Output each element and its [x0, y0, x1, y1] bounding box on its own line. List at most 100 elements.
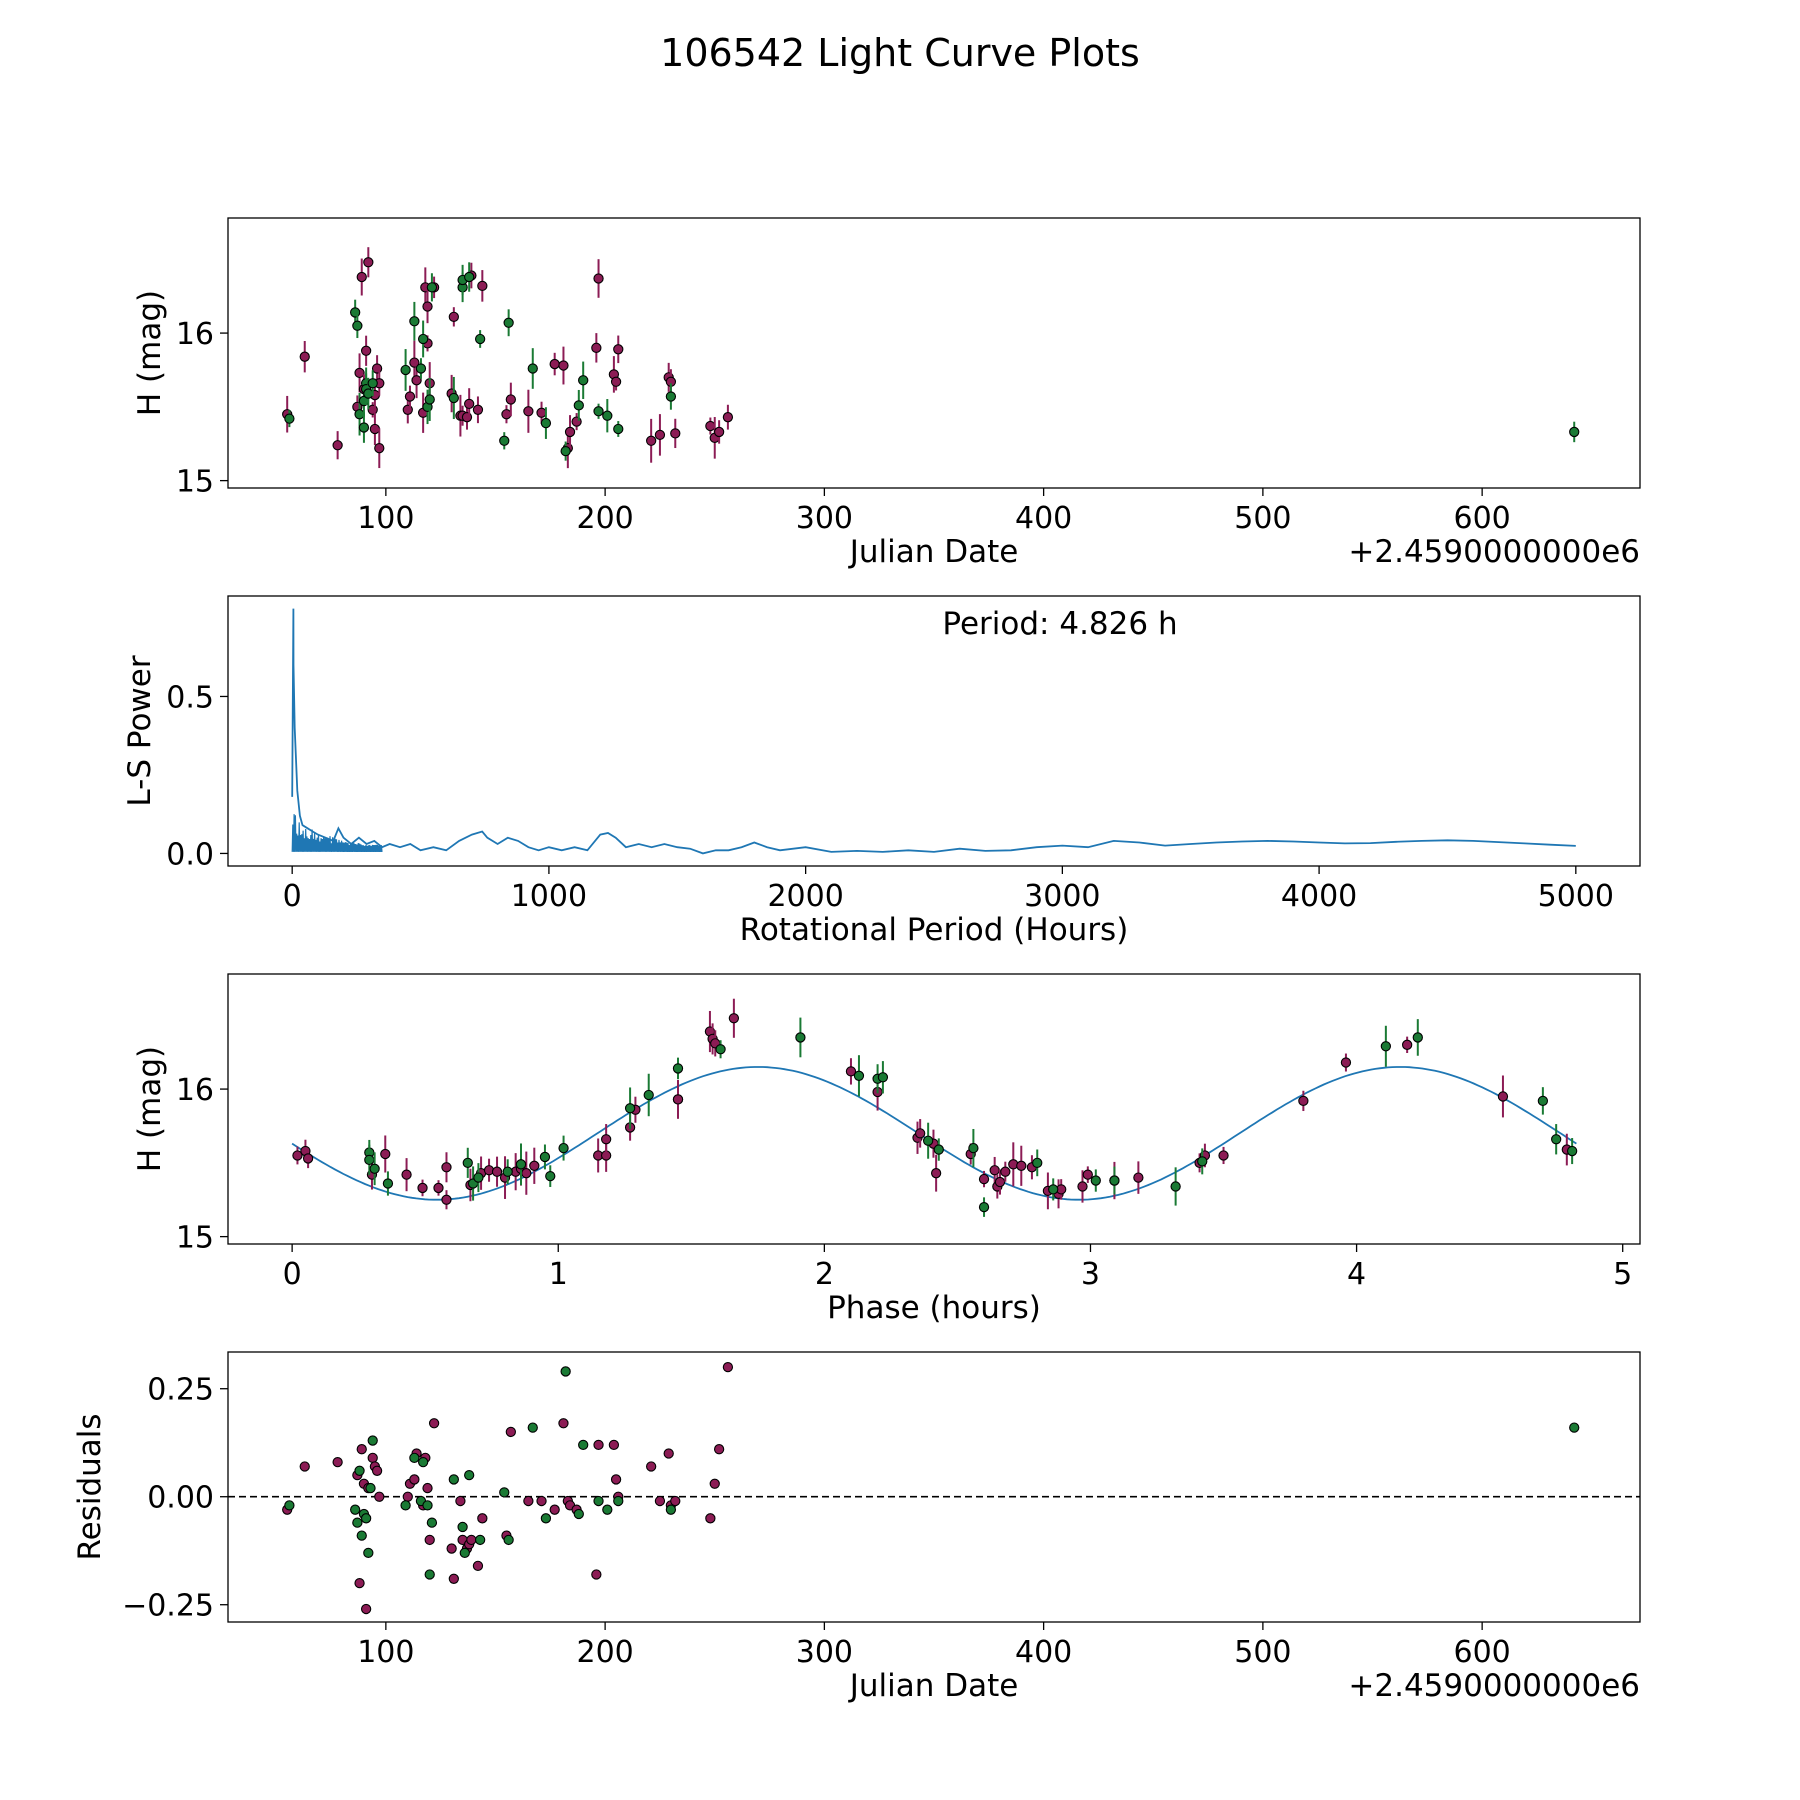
data-point-magenta: [332, 440, 343, 451]
x-tick-label: 0: [283, 879, 302, 914]
data-point-magenta: [978, 1173, 990, 1185]
data-point-green: [795, 1032, 806, 1043]
data-point-green: [593, 1495, 604, 1507]
data-point-green: [933, 1144, 944, 1155]
data-point-magenta: [558, 1418, 569, 1429]
data-point-green: [922, 1135, 934, 1146]
panel-phase-ylabel: H (mag): [132, 1046, 168, 1172]
data-point-magenta: [613, 344, 624, 355]
data-point-magenta: [1016, 1160, 1027, 1171]
data-point-magenta: [529, 1160, 540, 1171]
data-point-magenta: [422, 301, 433, 312]
data-point-green: [560, 1366, 571, 1377]
data-point-magenta: [713, 1444, 725, 1455]
data-point-green: [417, 1457, 429, 1468]
x-tick-label: 2: [815, 1257, 834, 1292]
data-point-green: [665, 391, 677, 402]
data-point-magenta: [363, 257, 374, 268]
data-point-magenta: [521, 1168, 532, 1179]
data-point-magenta: [1082, 1169, 1093, 1180]
data-point-green: [1109, 1175, 1120, 1186]
data-point-green: [422, 1500, 433, 1511]
data-point-magenta: [491, 1166, 503, 1177]
data-point-green: [424, 394, 435, 405]
data-point-magenta: [441, 1194, 452, 1205]
data-point-magenta: [466, 1534, 477, 1546]
x-tick-label: 1000: [511, 879, 587, 914]
data-point-magenta: [705, 1513, 716, 1524]
data-point-green: [358, 422, 370, 433]
panel-lightcurve-ylabel: H (mag): [132, 290, 168, 416]
data-point-green: [409, 1452, 420, 1463]
data-point-magenta: [371, 1465, 383, 1476]
x-tick-label: 100: [357, 1635, 414, 1670]
data-point-green: [363, 1547, 374, 1559]
y-tick-label: 0.0: [166, 837, 214, 872]
panel-lightcurve-frame: [227, 217, 1641, 489]
data-point-green: [1569, 1422, 1580, 1433]
data-point-magenta: [646, 435, 657, 446]
panel-periodogram-xticks: 0 1000 2000 3000 4000 5000: [283, 866, 1614, 914]
x-tick-label: 200: [576, 501, 633, 536]
data-point-magenta: [501, 409, 512, 420]
data-point-magenta: [705, 420, 716, 432]
y-tick-label: 0.5: [166, 680, 214, 715]
data-point-green: [1569, 426, 1580, 438]
data-point-magenta: [672, 1094, 684, 1105]
data-point-green: [573, 400, 584, 411]
data-point-magenta: [505, 1426, 516, 1438]
data-point-magenta: [549, 1504, 560, 1515]
panel-phase-xticks: 0 1 2 3 4 5: [283, 1244, 1632, 1292]
data-point-green: [363, 388, 374, 399]
data-point-magenta: [670, 1495, 681, 1507]
data-point-magenta: [374, 443, 385, 454]
panel-residuals-marks: [228, 1361, 1640, 1615]
data-point-magenta: [332, 1457, 343, 1468]
data-point-magenta: [448, 311, 459, 323]
data-point-magenta: [728, 1013, 740, 1024]
data-point-green: [426, 1517, 438, 1528]
data-point-magenta: [299, 351, 310, 362]
data-point-green: [350, 307, 361, 318]
data-point-magenta: [713, 426, 725, 438]
panel-residuals-ylabel: Residuals: [72, 1413, 108, 1560]
panel-periodogram: 0 1000 2000 3000 4000 5000 0.0 0.5 Period: 4.8…: [122, 595, 1641, 948]
data-point-magenta: [461, 412, 473, 423]
data-point-green: [415, 363, 427, 374]
panel-residuals-xticks: 100 200 300 400 500 600: [357, 1622, 1511, 1670]
data-point-green: [464, 271, 475, 283]
panel-periodogram-yticks: 0.0 0.5: [166, 680, 228, 872]
data-point-magenta: [356, 271, 367, 283]
panel-phase-xlabel: Phase (hours): [827, 1290, 1041, 1326]
figure-title: 106542 Light Curve Plots: [660, 31, 1140, 75]
data-point-green: [1551, 1134, 1562, 1145]
x-tick-label: 0: [283, 1257, 302, 1292]
data-point-green: [1170, 1181, 1181, 1192]
data-point-magenta: [354, 1577, 365, 1589]
data-point-green: [602, 410, 613, 421]
x-tick-label: 100: [357, 501, 414, 536]
data-point-green: [1090, 1175, 1101, 1186]
data-point-magenta: [356, 1444, 367, 1455]
panel-residuals-yticks: −0.25 0.00 0.25: [122, 1373, 228, 1624]
data-point-green: [613, 423, 624, 435]
panel-residuals: 100 200 300 400 500 600 −0.25 0.00 0.25 Julian …: [72, 1351, 1641, 1704]
x-tick-label: 600: [1454, 1635, 1511, 1670]
data-point-green: [400, 1500, 411, 1511]
panel-lightcurve-xticks: 100 200 300 400 500 600: [357, 488, 1511, 536]
data-point-green: [1537, 1095, 1549, 1107]
data-point-green: [593, 406, 604, 417]
panel-periodogram-frame: [227, 595, 1641, 867]
data-point-green: [503, 317, 514, 328]
x-tick-label: 500: [1234, 501, 1291, 536]
data-point-magenta: [402, 1491, 413, 1502]
data-point-magenta: [1298, 1095, 1309, 1107]
x-tick-label: 4000: [1281, 879, 1357, 914]
data-point-green: [499, 1487, 510, 1498]
x-tick-label: 3: [1081, 1257, 1100, 1292]
data-point-green: [356, 1530, 367, 1541]
data-point-green: [1380, 1041, 1392, 1052]
data-point-magenta: [360, 345, 372, 356]
